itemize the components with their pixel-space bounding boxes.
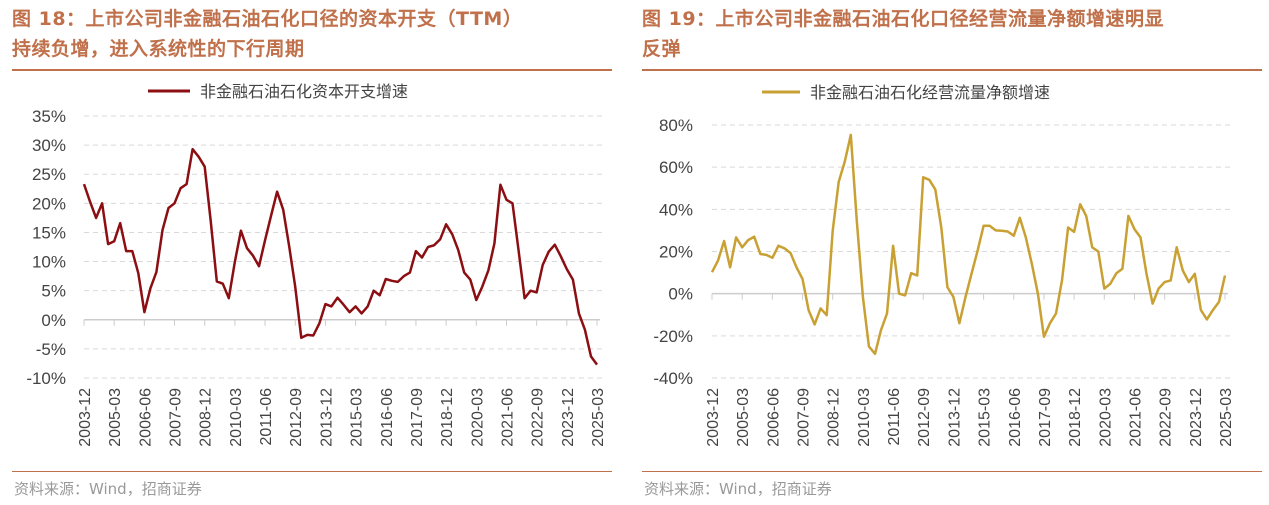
- capex-x-tick-label: 2020-03: [469, 388, 486, 447]
- capex-x-tick-label: 2021-06: [499, 388, 516, 447]
- cashflow-x-tick-label: 2012-09: [916, 388, 933, 447]
- capex-y-tick-label: 35%: [32, 107, 66, 126]
- cashflow-x-tick-label: 2011-06: [886, 388, 903, 446]
- capex-x-tick-label: 2018-12: [439, 388, 456, 447]
- cashflow-y-tick-label: 20%: [659, 243, 693, 262]
- capex-x-tick-label: 2003-12: [77, 388, 94, 447]
- left-source-divider: [12, 471, 612, 472]
- capex-x-tick-label: 2025-03: [590, 388, 607, 447]
- cashflow-x-tick-label: 2020-03: [1097, 388, 1114, 447]
- capex-x-tick-label: 2006-06: [137, 388, 154, 447]
- capex-x-tick-label: 2012-09: [288, 388, 305, 447]
- capex-legend-label: 非金融石油石化资本开支增速: [200, 82, 408, 101]
- cashflow-x-tick-label: 2010-03: [856, 388, 873, 447]
- capex-y-tick-label: 0%: [41, 311, 66, 330]
- cashflow-x-tick-label: 2003-12: [705, 388, 722, 447]
- capex-x-tick-label: 2015-03: [349, 388, 366, 447]
- right-figure-title-line1: 图 19：上市公司非金融石油石化口径经营流量净额增速明显: [642, 8, 1165, 30]
- capex-x-tick-label: 2022-09: [530, 388, 547, 447]
- left-title-divider: [12, 69, 612, 71]
- capex-x-tick-label: 2008-12: [198, 388, 215, 447]
- cashflow-x-tick-label: 2007-09: [796, 388, 813, 447]
- right-source-note: 资料来源：Wind，招商证券: [644, 480, 832, 498]
- cashflow-x-tick-label: 2015-03: [977, 388, 994, 447]
- capex-x-tick-label: 2017-09: [409, 388, 426, 447]
- cashflow-x-tick-label: 2023-12: [1188, 388, 1205, 447]
- capex-y-tick-label: 5%: [41, 282, 66, 301]
- capex-x-tick-label: 2013-12: [318, 388, 335, 447]
- cashflow-x-tick-label: 2018-12: [1067, 388, 1084, 447]
- capex-x-tick-label: 2005-03: [107, 388, 124, 447]
- cashflow-x-tick-label: 2008-12: [826, 388, 843, 447]
- capex-y-tick-label: -5%: [36, 340, 66, 359]
- cashflow-x-tick-label: 2025-03: [1218, 388, 1235, 447]
- cashflow-x-tick-label: 2022-09: [1158, 388, 1175, 447]
- capex-y-tick-label: 25%: [32, 165, 66, 184]
- cashflow-x-tick-label: 2016-06: [1007, 388, 1024, 447]
- capex-x-tick-label: 2007-09: [168, 388, 185, 447]
- cashflow-y-tick-label: 60%: [659, 158, 693, 177]
- capex-x-tick-label: 2023-12: [560, 388, 577, 447]
- cashflow-y-tick-label: -20%: [653, 327, 693, 346]
- cashflow-x-tick-label: 2005-03: [735, 388, 752, 447]
- left-figure-title-line2: 持续负增，进入系统性的下行周期: [12, 38, 305, 60]
- cashflow-legend-label: 非金融石油石化经营流量净额增速: [810, 83, 1050, 102]
- cashflow-y-tick-label: -40%: [653, 369, 693, 388]
- cashflow-y-tick-label: 80%: [659, 116, 693, 135]
- capex-y-tick-label: 10%: [32, 253, 66, 272]
- capex-series-line: [82, 147, 599, 366]
- cashflow-y-tick-label: 40%: [659, 200, 693, 219]
- left-figure-title-line1: 图 18：上市公司非金融石油石化口径的资本开支（TTM）: [12, 8, 523, 30]
- right-source-divider: [642, 471, 1262, 472]
- cashflow-series-line: [710, 133, 1227, 356]
- capex-x-tick-label: 2010-03: [228, 388, 245, 447]
- capex-y-tick-label: -10%: [26, 369, 66, 388]
- cashflow-y-tick-label: 0%: [668, 285, 693, 304]
- capex-x-tick-label: 2011-06: [258, 388, 275, 446]
- cashflow-x-tick-label: 2017-09: [1037, 388, 1054, 447]
- right-figure-title-line2: 反弹: [642, 38, 682, 60]
- capex-y-tick-label: 30%: [32, 136, 66, 155]
- cashflow-x-tick-label: 2021-06: [1127, 388, 1144, 447]
- capex-y-tick-label: 20%: [32, 194, 66, 213]
- cashflow-x-tick-label: 2006-06: [765, 388, 782, 447]
- cashflow-x-tick-label: 2013-12: [946, 388, 963, 447]
- right-title-divider: [642, 69, 1262, 71]
- capex-y-tick-label: 15%: [32, 223, 66, 242]
- left-source-note: 资料来源：Wind，招商证券: [14, 480, 202, 498]
- capex-x-tick-label: 2016-06: [379, 388, 396, 447]
